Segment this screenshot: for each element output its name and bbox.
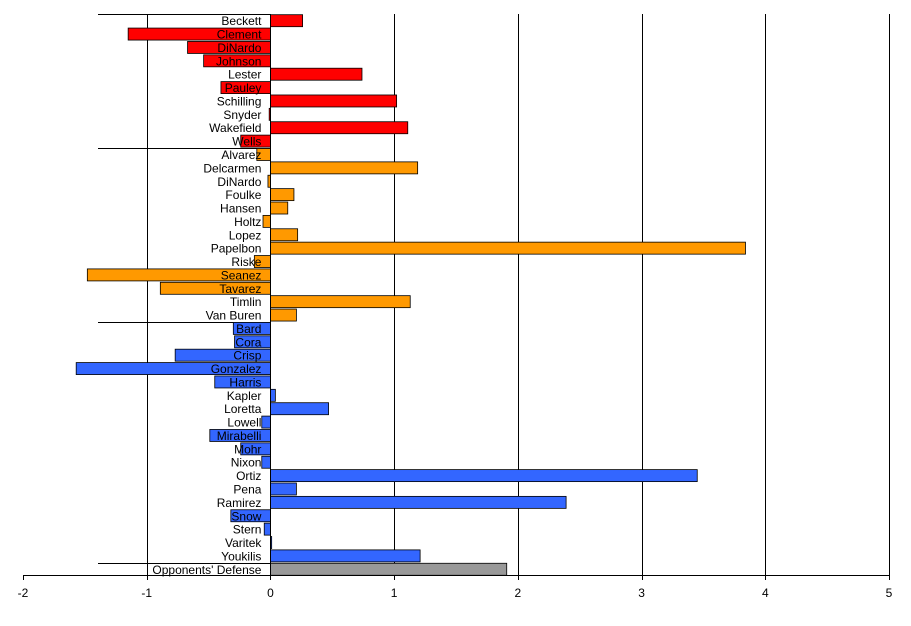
bar-beckett xyxy=(270,14,303,28)
category-label: Nixon xyxy=(231,456,262,470)
category-label: Wakefield xyxy=(209,121,261,135)
bar-opponents-defense xyxy=(270,562,508,576)
bar-lester xyxy=(270,67,363,81)
category-label: Tavarez xyxy=(219,282,261,296)
category-label: Mirabelli xyxy=(217,429,262,443)
x-tick-label: 5 xyxy=(886,586,893,600)
category-label: Snyder xyxy=(223,108,261,122)
category-label: Cora xyxy=(235,335,261,349)
category-label: Ramirez xyxy=(217,496,262,510)
bar-nixon xyxy=(261,455,271,469)
bar-timlin xyxy=(270,295,411,309)
category-label: Kapler xyxy=(227,389,262,403)
category-label: Loretta xyxy=(224,402,262,416)
category-label: Varitek xyxy=(225,536,262,550)
bar-stern xyxy=(263,522,271,536)
category-label: Papelbon xyxy=(211,242,262,256)
category-label: Lopez xyxy=(229,228,262,242)
category-label: Wells xyxy=(232,135,261,149)
x-axis: -2 -1 0 1 2 3 4 5 xyxy=(18,575,893,600)
category-label: Seanez xyxy=(221,268,262,282)
category-label: Snow xyxy=(231,509,261,523)
bar-lowell xyxy=(261,415,271,429)
bar-ortiz xyxy=(270,469,698,483)
category-label: Pena xyxy=(233,482,261,496)
category-label: Lowell xyxy=(227,416,261,430)
category-label: Timlin xyxy=(230,295,262,309)
category-label: Alvarez xyxy=(221,148,261,162)
category-label: Gonzalez xyxy=(211,362,262,376)
bar-lopez xyxy=(270,228,299,242)
category-label: Beckett xyxy=(221,14,262,28)
category-label: Hansen xyxy=(220,202,261,216)
bar-loretta xyxy=(270,402,329,416)
category-label: Stern xyxy=(233,523,262,537)
category-label: Lester xyxy=(228,68,261,82)
category-label: Johnson xyxy=(216,54,261,68)
x-tick-label: 1 xyxy=(391,586,398,600)
category-label: Clement xyxy=(217,28,262,42)
bar-holtz xyxy=(262,214,271,228)
category-label: Mohr xyxy=(234,442,261,456)
x-tick-label: -2 xyxy=(18,586,29,600)
x-tick-label: 3 xyxy=(638,586,645,600)
category-label: Crisp xyxy=(233,349,261,363)
x-tick-label: -1 xyxy=(141,586,152,600)
bar-ramirez xyxy=(270,495,567,509)
x-tick-label: 0 xyxy=(267,586,274,600)
category-label: Schilling xyxy=(217,94,262,108)
category-label: Holtz xyxy=(234,215,261,229)
bar-delcarmen xyxy=(270,161,419,175)
bar-foulke xyxy=(270,188,295,202)
category-label: Foulke xyxy=(225,188,261,202)
category-label: Van Buren xyxy=(206,309,262,323)
x-tick-label: 4 xyxy=(762,586,769,600)
category-label: Riske xyxy=(231,255,261,269)
bar-schilling xyxy=(270,94,398,108)
bar-hansen xyxy=(270,201,289,215)
category-label: Youkilis xyxy=(221,549,261,563)
x-tick-label: 2 xyxy=(515,586,522,600)
category-label: Ortiz xyxy=(236,469,261,483)
category-labels: BeckettClementDiNardoJohnsonLesterPauley… xyxy=(152,14,262,577)
bar-van-buren xyxy=(270,308,297,322)
bars xyxy=(75,14,746,576)
category-label: Opponents' Defense xyxy=(152,563,261,577)
category-label: DiNardo xyxy=(217,175,261,189)
bar-pena xyxy=(270,482,297,496)
bar-papelbon xyxy=(270,241,746,255)
category-label: Bard xyxy=(236,322,261,336)
category-label: Pauley xyxy=(225,81,262,95)
category-label: Delcarmen xyxy=(203,161,261,175)
bar-youkilis xyxy=(270,549,421,563)
category-label: Harris xyxy=(229,375,261,389)
bar-kapler xyxy=(270,388,276,402)
category-label: DiNardo xyxy=(217,41,261,55)
bar-wakefield xyxy=(270,121,409,135)
